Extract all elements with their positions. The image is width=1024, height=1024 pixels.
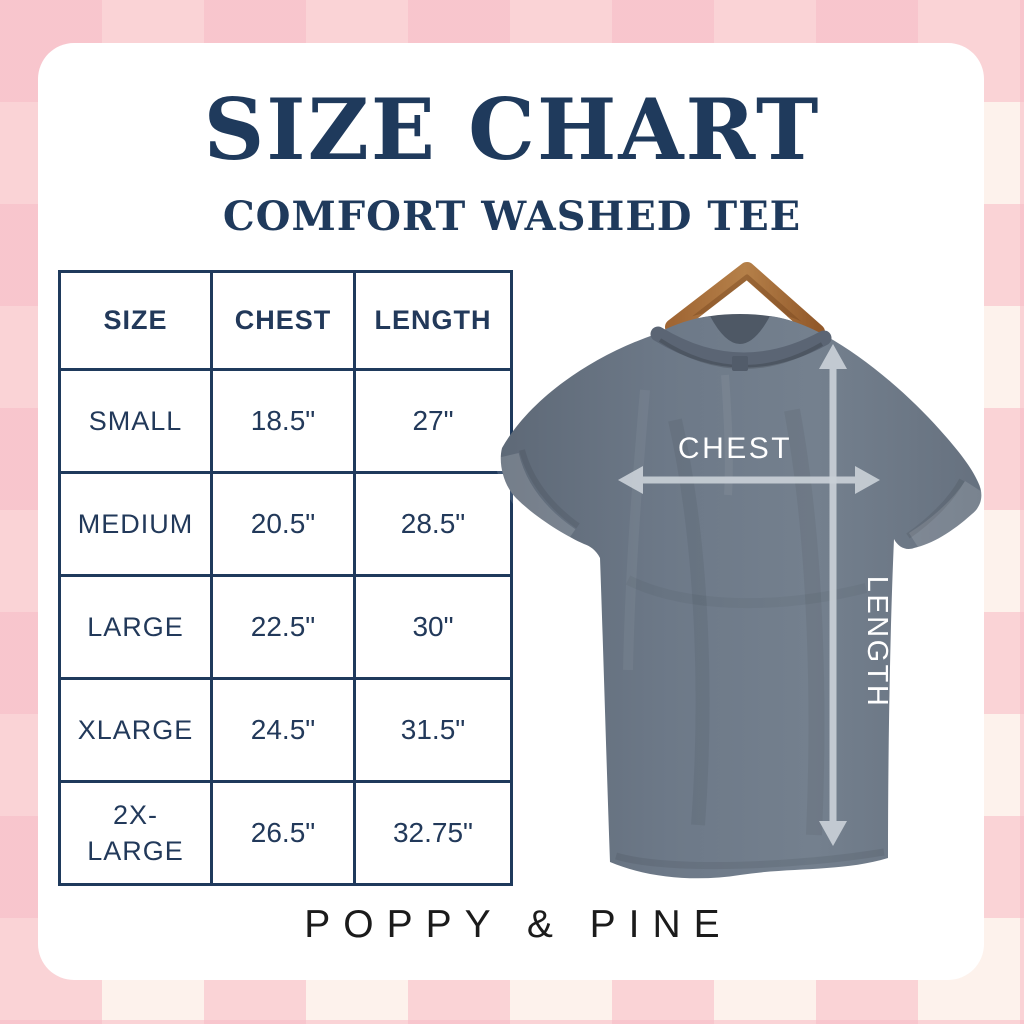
brand-logo-text: POPPY & PINE — [304, 903, 733, 946]
chest-cell: 22.5" — [210, 574, 356, 680]
length-cell: 31.5" — [353, 677, 513, 783]
length-cell: 32.75" — [353, 780, 513, 886]
neck-tag — [732, 356, 748, 371]
tshirt-icon — [493, 316, 984, 879]
column-header-size: SIZE — [58, 270, 213, 371]
chest-cell: 20.5" — [210, 471, 356, 577]
column-header-chest: CHEST — [210, 270, 356, 371]
wooden-hanger-icon — [665, 262, 825, 340]
table-row: SMALL 18.5" 27" — [58, 368, 513, 474]
size-cell: MEDIUM — [58, 471, 213, 577]
size-cell: LARGE — [58, 574, 213, 680]
page-title: SIZE CHART — [203, 80, 821, 179]
size-cell: SMALL — [58, 368, 213, 474]
table-header-row: SIZE CHEST LENGTH — [58, 270, 513, 371]
length-cell: 27" — [353, 368, 513, 474]
size-table: SIZE CHEST LENGTH SMALL 18.5" 27" MEDIUM… — [58, 270, 513, 886]
table-row: MEDIUM 20.5" 28.5" — [58, 471, 513, 577]
length-measure-label: LENGTH — [861, 576, 893, 709]
chest-cell: 18.5" — [210, 368, 356, 474]
size-cell: 2X- LARGE — [58, 780, 213, 886]
length-cell: 30" — [353, 574, 513, 680]
table-row: XLARGE 24.5" 31.5" — [58, 677, 513, 783]
table-row: LARGE 22.5" 30" — [58, 574, 513, 680]
column-header-length: LENGTH — [353, 270, 513, 371]
chest-arrow-icon — [618, 466, 880, 494]
chest-measure-label: CHEST — [678, 432, 792, 465]
tshirt-photo: CHEST LENGTH — [493, 262, 984, 879]
size-cell: XLARGE — [58, 677, 213, 783]
page-subtitle: COMFORT WASHED TEE — [222, 193, 802, 240]
chest-cell: 26.5" — [210, 780, 356, 886]
chest-cell: 24.5" — [210, 677, 356, 783]
tshirt-silhouette — [500, 316, 982, 879]
table-row: 2X- LARGE 26.5" 32.75" — [58, 780, 513, 886]
length-cell: 28.5" — [353, 471, 513, 577]
length-arrow-icon — [819, 344, 847, 846]
